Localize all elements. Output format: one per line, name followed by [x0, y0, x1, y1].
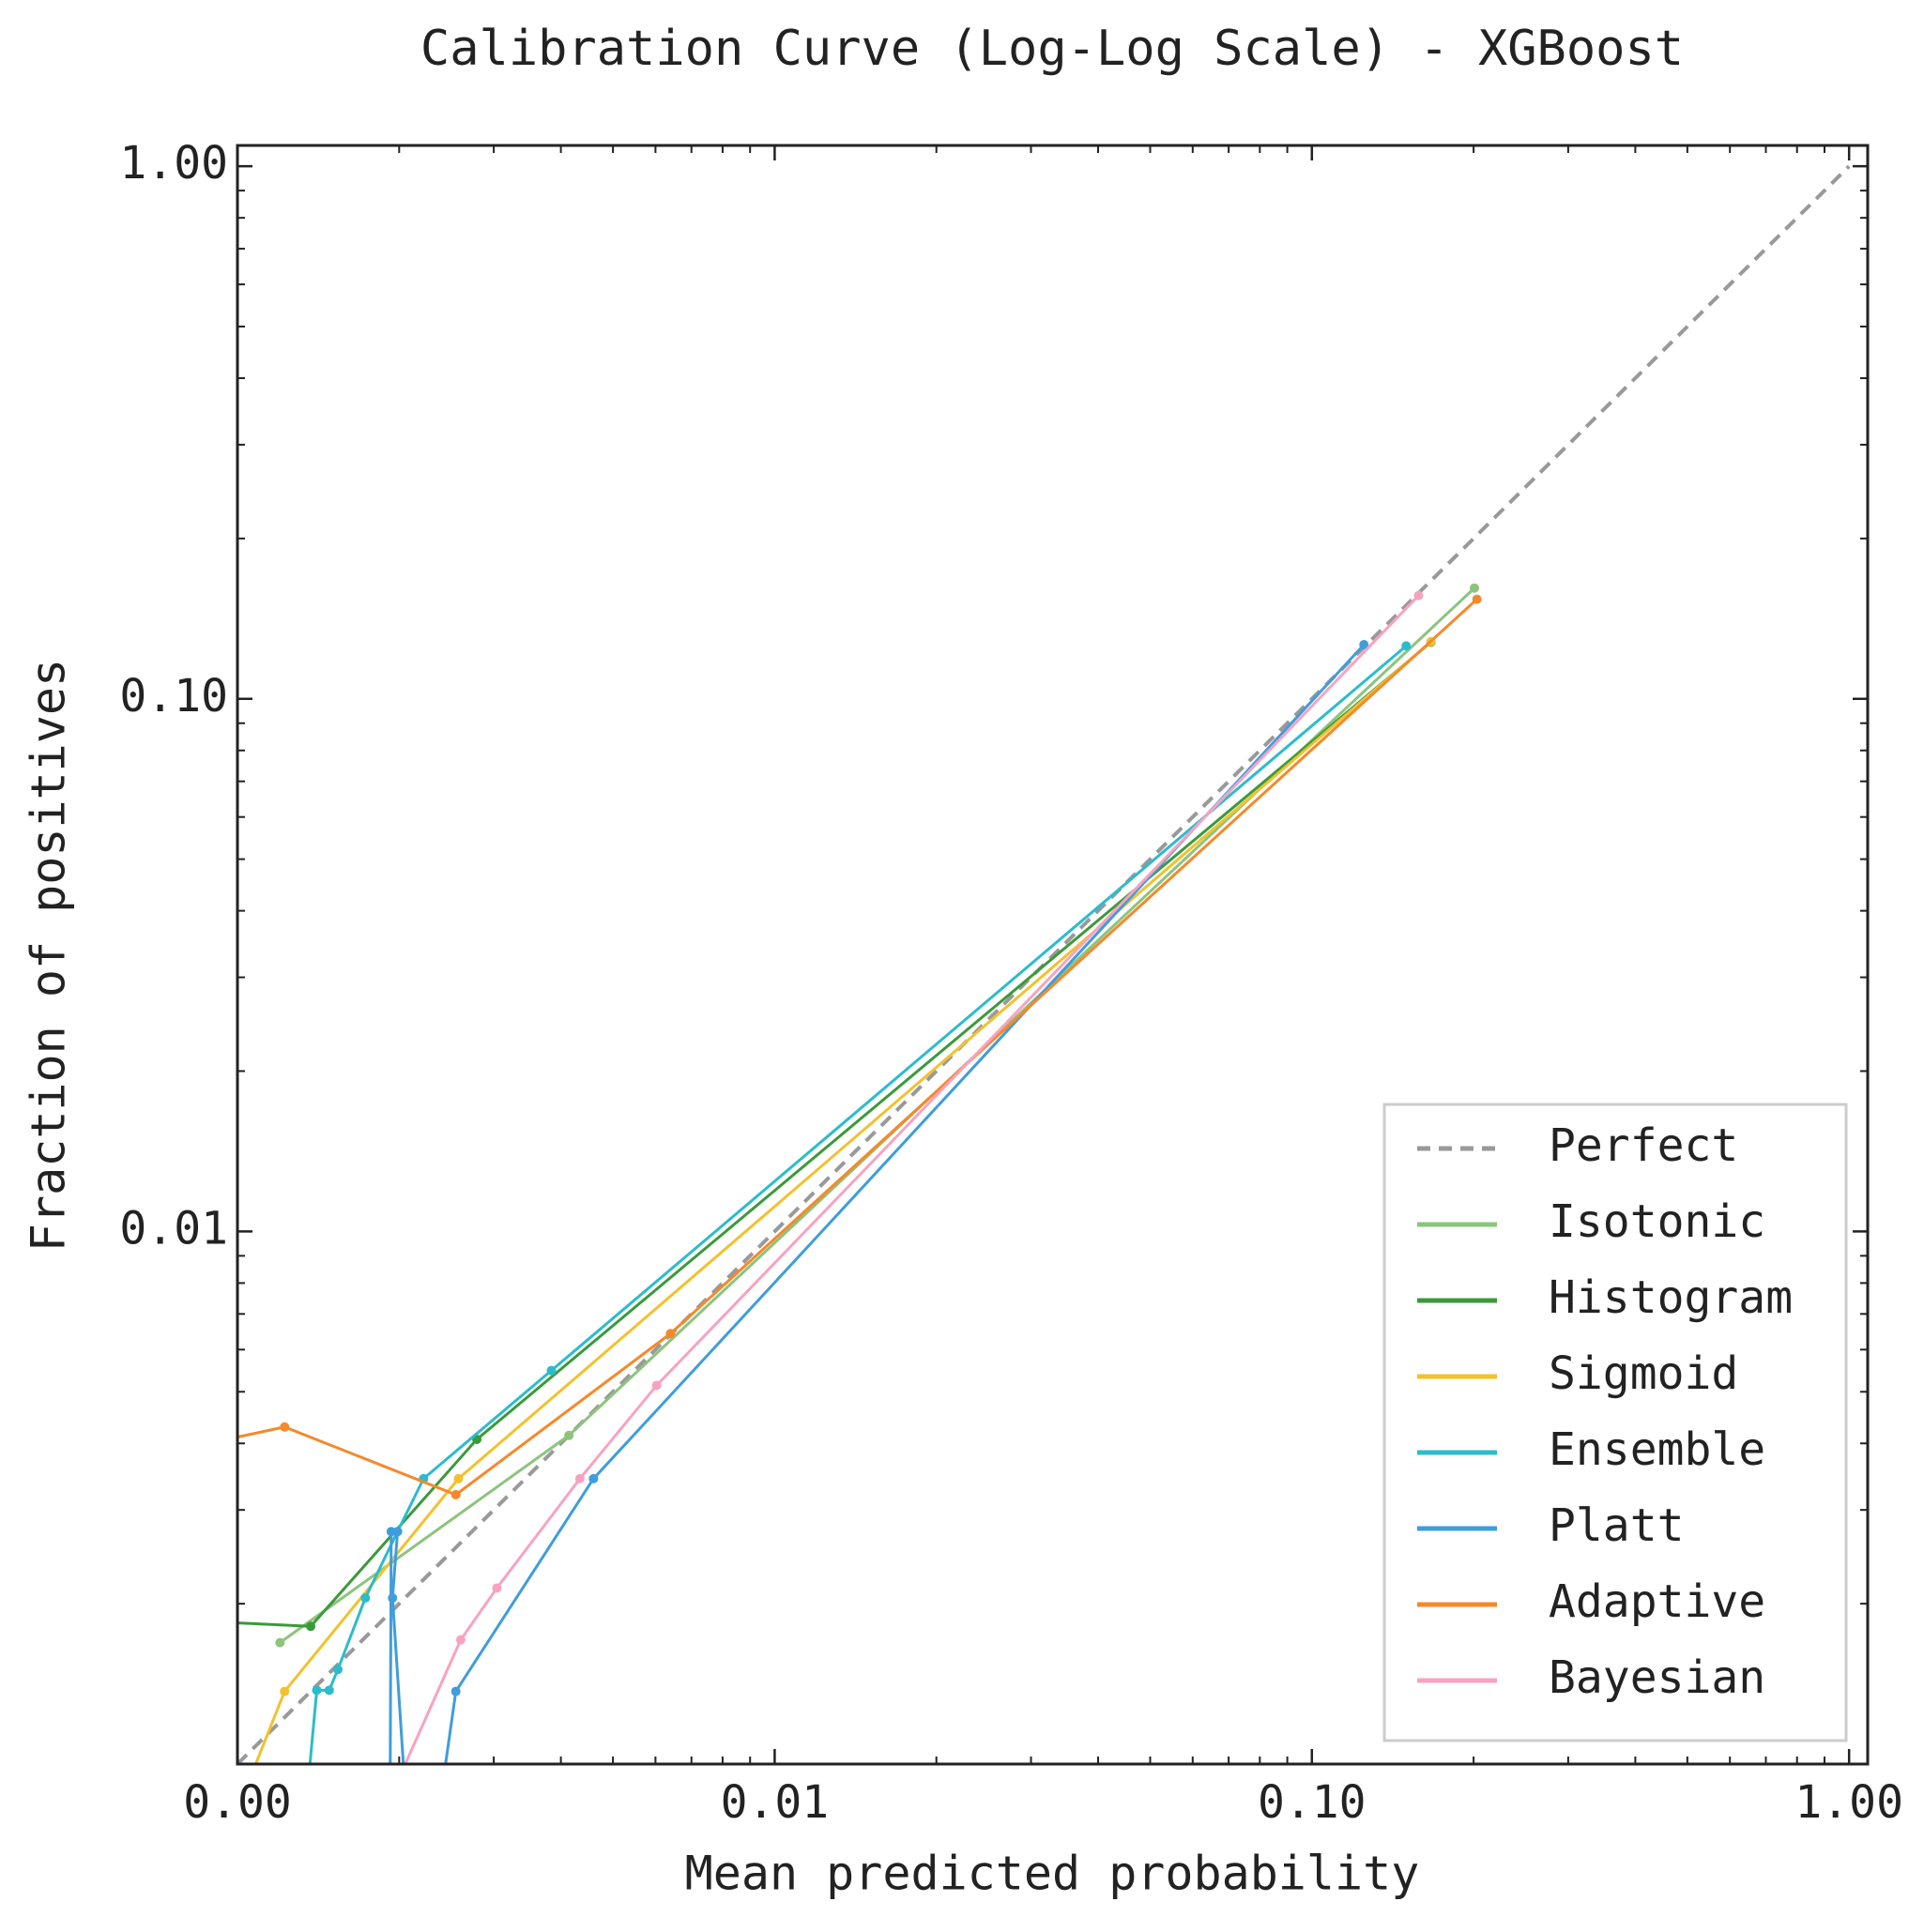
point	[386, 1818, 395, 1828]
y-axis-label: Fraction of positives	[22, 659, 76, 1252]
x-tick-label: 0.00	[183, 1776, 292, 1829]
legend-label: Ensemble	[1549, 1423, 1765, 1476]
point	[360, 1593, 371, 1604]
point	[1469, 583, 1479, 593]
legend-label: Adaptive	[1549, 1575, 1765, 1628]
x-tick-label: 0.01	[721, 1776, 830, 1829]
legend-label: Sigmoid	[1549, 1347, 1738, 1400]
legend-label: Isotonic	[1549, 1195, 1765, 1248]
series-line	[404, 594, 1420, 1764]
point	[453, 1473, 464, 1483]
point	[280, 1422, 290, 1432]
x-tick-label: 0.10	[1258, 1776, 1367, 1829]
point	[492, 1583, 502, 1593]
plot-frame	[236, 144, 1870, 1766]
x-axis-label: Mean predicted probability	[685, 1847, 1420, 1901]
legend-label: Bayesian	[1549, 1651, 1765, 1704]
point	[299, 1818, 309, 1828]
point	[374, 1818, 384, 1828]
point	[280, 1686, 290, 1696]
point	[450, 1489, 461, 1499]
chart-title: Calibration Curve (Log-Log Scale) - XGBo…	[420, 21, 1684, 77]
series-line	[253, 640, 1432, 1764]
point	[1472, 594, 1482, 604]
point	[564, 1430, 574, 1440]
series-line	[308, 645, 1408, 1764]
point	[651, 1380, 662, 1391]
y-tick-label: 0.10	[119, 670, 228, 723]
point	[588, 1473, 599, 1483]
point	[392, 1527, 403, 1537]
point	[324, 1685, 334, 1696]
y-tick-label: 0.01	[119, 1202, 228, 1255]
series-line	[279, 586, 1475, 1644]
legend-label: Platt	[1549, 1499, 1685, 1552]
point	[333, 1665, 344, 1675]
point	[1401, 641, 1412, 651]
legend-label: Perfect	[1549, 1119, 1738, 1172]
point	[665, 1329, 676, 1339]
legend-label: Histogram	[1549, 1271, 1793, 1324]
point	[546, 1365, 557, 1376]
point	[574, 1473, 585, 1483]
point	[1359, 640, 1369, 650]
point	[275, 1637, 285, 1648]
point	[455, 1635, 466, 1645]
point	[182, 1616, 191, 1625]
point	[182, 1443, 191, 1453]
series-line	[237, 641, 1432, 1628]
point	[450, 1686, 461, 1696]
point	[388, 1593, 398, 1604]
y-tick-label: 1.00	[119, 137, 228, 190]
point	[433, 1818, 442, 1828]
plot-area	[182, 164, 1851, 1828]
point	[1413, 590, 1424, 601]
x-tick-label: 1.00	[1794, 1776, 1903, 1829]
point	[306, 1621, 316, 1632]
point	[403, 1818, 412, 1828]
legend-box	[1382, 1103, 1848, 1742]
point	[312, 1685, 322, 1696]
